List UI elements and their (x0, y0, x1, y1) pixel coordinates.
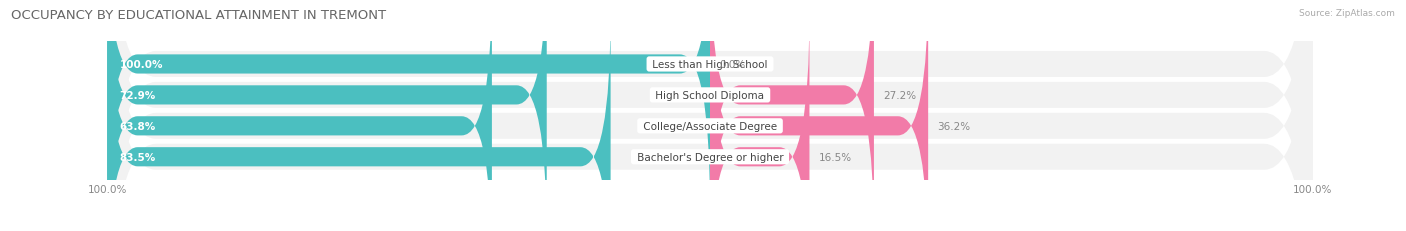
Text: 36.2%: 36.2% (938, 121, 970, 131)
FancyBboxPatch shape (107, 0, 1313, 231)
FancyBboxPatch shape (107, 0, 492, 231)
Text: OCCUPANCY BY EDUCATIONAL ATTAINMENT IN TREMONT: OCCUPANCY BY EDUCATIONAL ATTAINMENT IN T… (11, 9, 387, 22)
Text: College/Associate Degree: College/Associate Degree (640, 121, 780, 131)
FancyBboxPatch shape (107, 0, 1313, 231)
Text: Source: ZipAtlas.com: Source: ZipAtlas.com (1299, 9, 1395, 18)
FancyBboxPatch shape (107, 0, 710, 209)
Text: 100.0%: 100.0% (120, 60, 163, 70)
FancyBboxPatch shape (107, 0, 547, 231)
Text: 0.0%: 0.0% (718, 60, 745, 70)
FancyBboxPatch shape (710, 0, 875, 231)
Text: Bachelor's Degree or higher: Bachelor's Degree or higher (634, 152, 786, 162)
FancyBboxPatch shape (710, 0, 928, 231)
Text: 27.2%: 27.2% (883, 91, 917, 100)
Text: Less than High School: Less than High School (650, 60, 770, 70)
FancyBboxPatch shape (107, 0, 1313, 231)
FancyBboxPatch shape (107, 0, 1313, 231)
Text: 72.9%: 72.9% (120, 91, 156, 100)
FancyBboxPatch shape (107, 13, 610, 231)
Text: 83.5%: 83.5% (120, 152, 156, 162)
Text: 16.5%: 16.5% (818, 152, 852, 162)
Text: 63.8%: 63.8% (120, 121, 156, 131)
Text: High School Diploma: High School Diploma (652, 91, 768, 100)
FancyBboxPatch shape (710, 13, 810, 231)
